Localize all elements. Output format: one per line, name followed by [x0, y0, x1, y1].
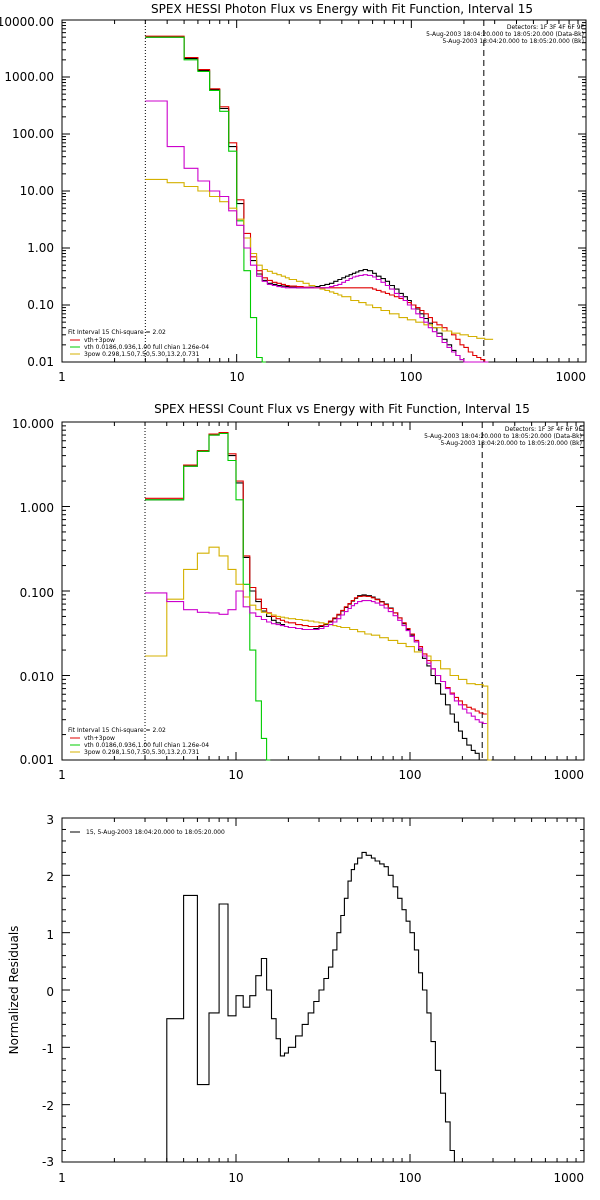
- legend-entry: 15, 5-Aug-2003 18:04:20.000 to 18:05:20.…: [86, 829, 225, 836]
- x-tick-label: 1000: [553, 768, 584, 782]
- legend-entry: vth+3pow: [84, 735, 115, 742]
- residuals-chart: Normalized Residuals 3 2 1 0 -1 -2 -3 1 …: [7, 813, 585, 1185]
- bk-interval-label: 5-Aug-2003 18:04:20.000 to 18:05:20.000 …: [440, 440, 582, 447]
- series-line-4: [145, 590, 487, 725]
- y-tick-label: 10000.00: [0, 15, 54, 29]
- legend-entry: vth 0.0186,0.936,1.00 full chian 1.26e-0…: [84, 742, 209, 749]
- series-line-2: [145, 432, 271, 761]
- legend-entry: vth+3pow: [84, 337, 115, 344]
- chart-title: SPEX HESSI Count Flux vs Energy with Fit…: [154, 402, 530, 416]
- series-line-1: [145, 35, 489, 363]
- y-tick-label: 1: [46, 928, 54, 942]
- y-tick-label: -3: [42, 1155, 54, 1169]
- data-interval-label: 5-Aug-2003 18:04:20.000 to 18:05:20.000 …: [426, 31, 584, 38]
- y-tick-label: 0.001: [20, 753, 54, 767]
- series-line-0: [145, 432, 487, 761]
- legend-title: Fit Interval 15 Chi-square = 2.02: [68, 329, 166, 336]
- data-interval-label: 5-Aug-2003 18:04:20.000 to 18:05:20.000 …: [424, 433, 582, 440]
- x-tick-label: 1000: [555, 370, 586, 384]
- x-tick-label: 100: [399, 1171, 422, 1185]
- y-tick-label: 1.000: [20, 501, 54, 515]
- plot-frame: [61, 421, 585, 761]
- y-tick-label: 1.00: [27, 241, 54, 255]
- count-flux-chart: SPEX HESSI Count Flux vs Energy with Fit…: [12, 402, 585, 782]
- x-tick-label: 1: [58, 1171, 66, 1185]
- chart-title: SPEX HESSI Photon Flux vs Energy with Fi…: [151, 2, 533, 16]
- photon-flux-chart: SPEX HESSI Photon Flux vs Energy with Fi…: [0, 2, 587, 384]
- x-tick-label: 1000: [553, 1171, 584, 1185]
- y-axis-label: Normalized Residuals: [7, 926, 21, 1055]
- plot-frame: [61, 19, 587, 363]
- series-line-3: [145, 178, 494, 340]
- y-tick-label: 0.01: [27, 355, 54, 369]
- series-line-0: [145, 36, 489, 363]
- detectors-label: Detectors: 1F 3F 4F 6F 9F: [507, 24, 585, 31]
- legend-entry: vth 0.0186,0.936,1.00 full chian 1.26e-0…: [84, 344, 209, 351]
- y-tick-label: 0.10: [27, 298, 54, 312]
- plot-area: [61, 422, 584, 761]
- legend-entry: 3pow 0.298,1.50,7.50,5.30,13.2,0.731: [84, 749, 200, 756]
- legend-entry: 3pow 0.298,1.50,7.50,5.30,13.2,0.731: [84, 351, 200, 358]
- series-line-3: [145, 546, 492, 761]
- y-tick-label: 0: [46, 985, 54, 999]
- series-line-2: [145, 36, 266, 363]
- x-tick-label: 1: [58, 370, 66, 384]
- x-tick-label: 10: [228, 1171, 243, 1185]
- x-tick-label: 100: [399, 768, 422, 782]
- x-tick-label: 1: [58, 768, 66, 782]
- y-tick-label: 10.000: [12, 417, 54, 431]
- y-tick-label: 10.00: [20, 184, 54, 198]
- y-tick-label: 0.100: [20, 586, 54, 600]
- plot-area: [61, 20, 586, 363]
- x-tick-label: 10: [228, 768, 243, 782]
- bk-interval-label: 5-Aug-2003 18:04:20.000 to 18:05:20.000 …: [442, 38, 584, 45]
- y-tick-label: -1: [42, 1042, 54, 1056]
- plot-area: [61, 818, 584, 1163]
- x-tick-label: 100: [400, 370, 423, 384]
- x-tick-label: 10: [229, 370, 244, 384]
- detectors-label: Detectors: 1F 3F 4F 6F 9F: [505, 426, 583, 433]
- y-tick-label: 1000.00: [4, 70, 54, 84]
- y-tick-label: 100.00: [12, 127, 54, 141]
- y-tick-label: 2: [46, 870, 54, 884]
- series-line-4: [145, 100, 489, 363]
- y-tick-label: 0.010: [20, 670, 54, 684]
- y-tick-label: 3: [46, 813, 54, 827]
- series-line-0: [145, 851, 487, 1163]
- y-tick-label: -2: [42, 1099, 54, 1113]
- legend-title: Fit Interval 15 Chi-square = 2.02: [68, 727, 166, 734]
